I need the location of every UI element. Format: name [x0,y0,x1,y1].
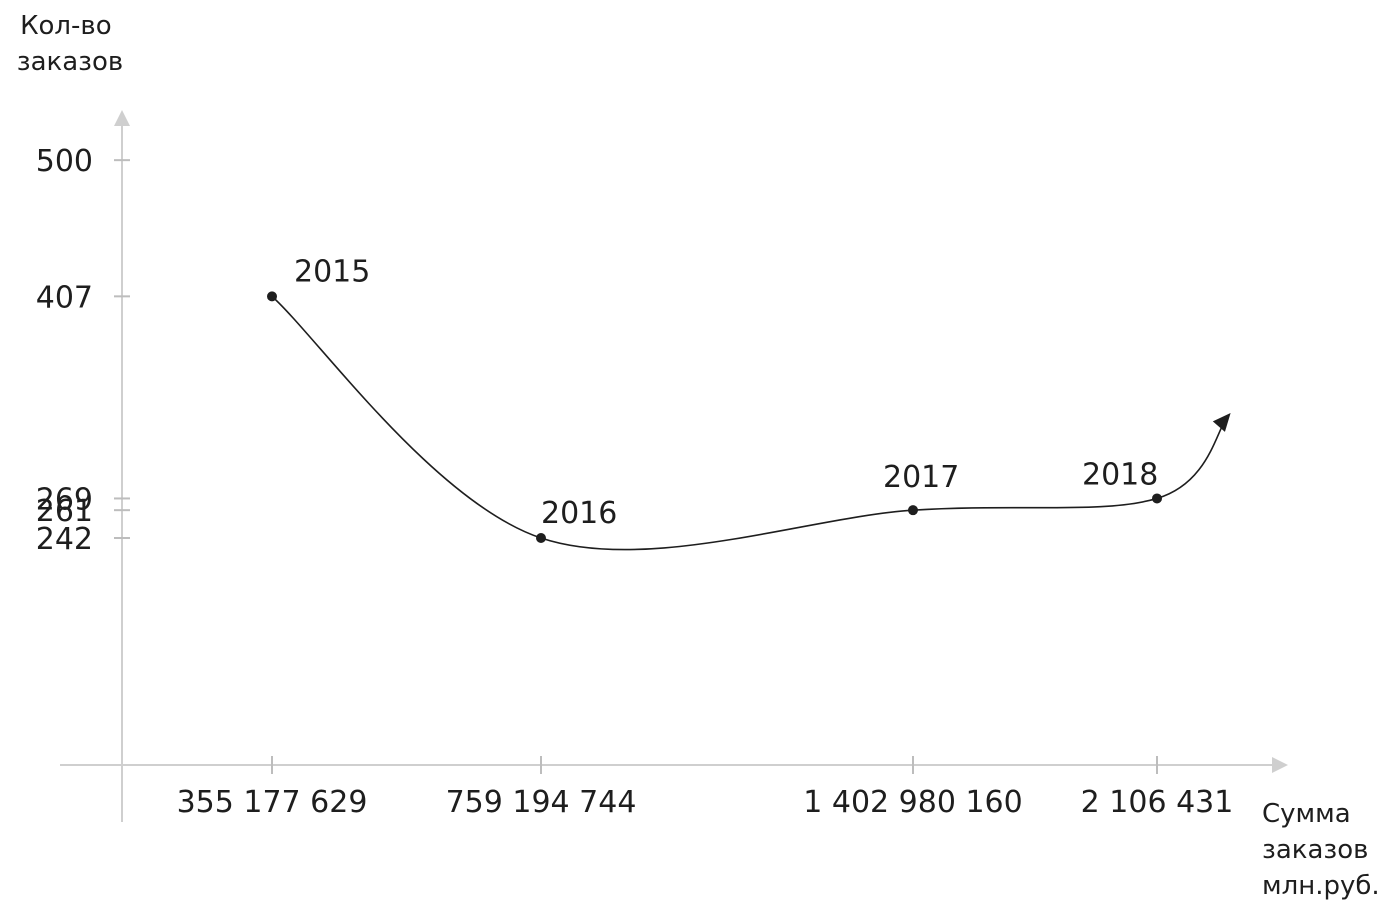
x-axis-title-line-2: заказов [1262,835,1368,865]
x-tick-label-0: 355 177 629 [177,785,368,820]
y-tick-label-3: 261 [36,494,93,529]
x-tick-label-2: 1 402 980 160 [803,785,1022,820]
data-point-2015 [267,291,277,302]
data-label-2016: 2016 [541,496,617,531]
y-tick-label-1: 407 [36,280,93,315]
series-arrow-icon [1212,412,1231,432]
series-line [271,295,1229,551]
y-tick-label-0: 500 [36,144,93,179]
x-axis-title: Сумма заказов млн.руб. [1262,799,1380,901]
data-point-2016 [536,532,546,543]
data-label-2017: 2017 [883,460,959,495]
y-tick-label-2: 269 [36,482,93,517]
y-axis-title: Кол-во заказов [17,11,123,77]
curve-layer [271,295,1231,551]
x-tick-label-3: 2 106 431 [1081,785,1234,820]
y-axis-arrow-icon [114,110,130,126]
x-axis-arrow-icon [1272,757,1288,773]
x-axis-title-line-1: Сумма [1262,799,1351,829]
y-axis-title-line-2: заказов [17,47,123,77]
data-label-2018: 2018 [1082,457,1158,492]
x-axis-title-line-3: млн.руб. [1262,871,1380,901]
points-layer: 2015 2016 2017 2018 [267,254,1162,543]
data-point-2018 [1152,493,1162,504]
data-point-2017 [908,505,918,516]
y-axis-title-line-1: Кол-во [20,11,112,41]
data-label-2015: 2015 [294,254,370,289]
x-tick-label-1: 759 194 744 [446,785,637,820]
y-tick-label-4: 242 [36,522,93,557]
